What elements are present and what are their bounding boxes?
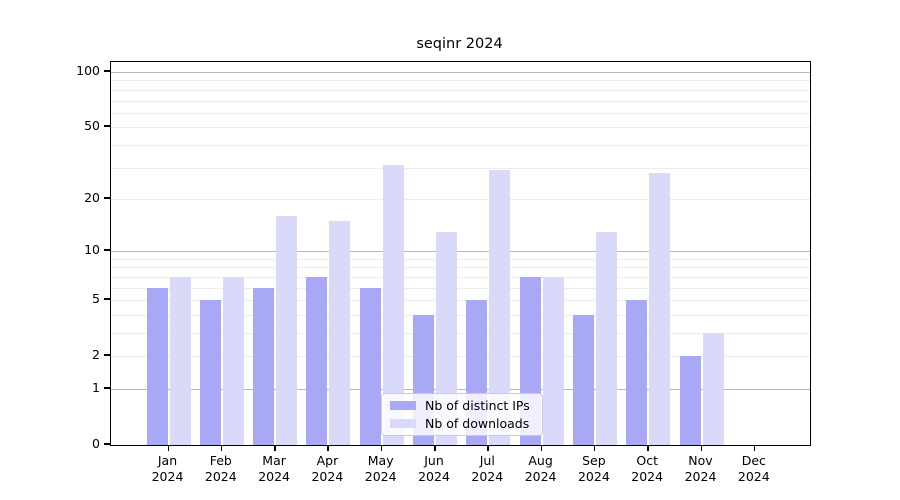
x-tick-label: Jul 2024: [471, 453, 504, 484]
bar-downloads: [276, 216, 298, 445]
bar-downloads: [222, 276, 244, 445]
x-tick-mark: [487, 446, 489, 451]
y-tick-mark: [104, 249, 110, 251]
y-tick-label: 20: [84, 189, 100, 205]
gridline-minor: [111, 80, 810, 82]
x-tick-label: Nov 2024: [684, 453, 717, 484]
gridline-minor: [111, 198, 810, 200]
gridline-major: [111, 251, 810, 253]
y-tick-label: 2: [92, 347, 100, 363]
bar-distinct-ips: [253, 287, 275, 445]
gridline-minor: [111, 356, 810, 358]
y-tick-mark: [104, 197, 110, 199]
bar-distinct-ips: [146, 287, 168, 445]
x-tick-mark: [647, 446, 649, 451]
x-tick-label: Feb 2024: [204, 453, 237, 484]
bar-downloads: [702, 333, 724, 445]
gridline-minor: [111, 144, 810, 146]
legend-row-ips: Nb of distinct IPs: [390, 398, 542, 413]
y-tick-label: 50: [84, 118, 100, 134]
plot-area: Nb of distinct IPs Nb of downloads: [110, 61, 811, 446]
bar-distinct-ips: [679, 356, 701, 445]
y-tick-label: 100: [76, 63, 100, 78]
gridline-minor: [111, 127, 810, 129]
bar-downloads: [169, 276, 191, 445]
legend-swatch-ips: [390, 401, 416, 410]
x-tick-mark: [274, 446, 276, 451]
y-tick-mark: [104, 70, 110, 72]
gridline-major: [111, 72, 810, 73]
bar-downloads: [489, 170, 511, 445]
gridline-minor: [111, 267, 810, 269]
bar-distinct-ips: [359, 287, 381, 445]
x-tick-mark: [327, 446, 329, 451]
legend-label-downloads: Nb of downloads: [425, 416, 530, 431]
y-tick-mark: [104, 125, 110, 127]
gridline-minor: [111, 276, 810, 278]
x-tick-label: Jun 2024: [418, 453, 450, 484]
gridline-minor: [111, 112, 810, 114]
x-tick-label: Jan 2024: [151, 453, 184, 484]
bar-distinct-ips: [199, 300, 221, 445]
gridline-minor: [111, 333, 810, 334]
bar-downloads: [329, 220, 351, 445]
y-tick-label: 5: [92, 291, 100, 307]
y-tick-mark: [104, 354, 110, 356]
gridline-minor: [111, 258, 810, 260]
y-tick-mark: [104, 387, 110, 389]
bar-downloads: [649, 172, 671, 445]
chart-title: seqinr 2024: [416, 36, 503, 52]
legend: Nb of distinct IPs Nb of downloads: [381, 393, 543, 436]
bar-downloads: [595, 231, 617, 445]
y-tick-label: 0: [92, 436, 100, 451]
y-tick-label: 1: [92, 380, 100, 395]
bar-downloads: [382, 164, 404, 445]
x-tick-label: Dec 2024: [737, 453, 770, 484]
x-tick-mark: [434, 446, 436, 451]
gridline-minor: [111, 287, 810, 289]
gridline-major: [111, 389, 810, 390]
bar-distinct-ips: [626, 300, 648, 445]
x-tick-mark: [220, 446, 223, 451]
legend-swatch-downloads: [390, 419, 416, 428]
x-tick-label: May 2024: [364, 453, 397, 484]
gridline-minor: [111, 314, 810, 316]
gridline-minor: [111, 300, 810, 302]
x-tick-label: Aug 2024: [524, 453, 557, 484]
y-tick-mark: [104, 443, 110, 445]
x-tick-label: Sep 2024: [577, 453, 610, 484]
y-tick-mark: [104, 298, 110, 300]
x-tick-label: Mar 2024: [258, 453, 290, 484]
gridline-minor: [111, 167, 810, 169]
x-tick-mark: [753, 446, 756, 451]
x-tick-label: Apr 2024: [311, 453, 344, 484]
bar-distinct-ips: [572, 314, 594, 445]
gridline-minor: [111, 100, 810, 102]
bar-distinct-ips: [306, 276, 328, 445]
y-tick-label: 10: [84, 242, 100, 258]
bar-downloads: [542, 276, 564, 445]
x-tick-mark: [380, 446, 383, 451]
bar-downloads: [436, 231, 457, 445]
x-tick-mark: [593, 446, 596, 451]
gridline-minor: [111, 89, 810, 91]
x-tick-label: Oct 2024: [631, 453, 664, 484]
legend-row-downloads: Nb of downloads: [390, 416, 542, 431]
x-tick-mark: [167, 446, 170, 451]
x-tick-mark: [700, 446, 703, 451]
legend-label-ips: Nb of distinct IPs: [425, 398, 530, 413]
x-tick-mark: [540, 446, 543, 451]
